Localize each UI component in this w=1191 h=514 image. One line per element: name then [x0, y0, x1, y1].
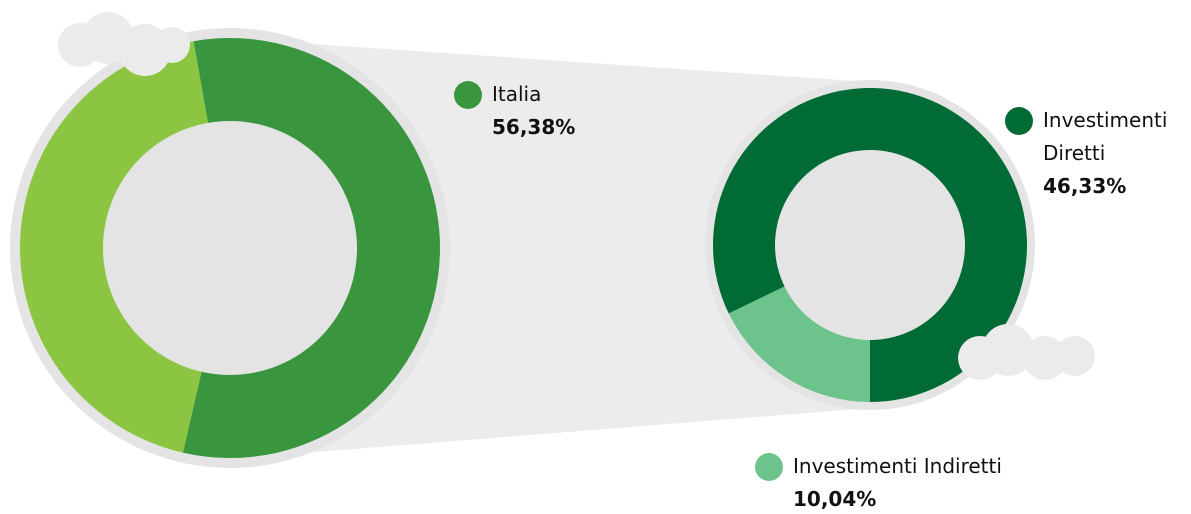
value-label: 10,04% [793, 487, 877, 511]
legend-item: Italia 56,38% [454, 78, 576, 144]
label: Investimenti Indiretti [793, 454, 1002, 478]
value-label: 56,38% [492, 115, 576, 139]
legend-dot [1005, 107, 1033, 135]
cloud [958, 324, 1095, 380]
donut-slice [182, 38, 440, 459]
donut-slice [713, 88, 1027, 403]
legend-dot [755, 453, 783, 481]
legend-item: Investimenti Diretti 46,33% [1005, 104, 1183, 203]
label: Investimenti Diretti [1043, 108, 1168, 165]
cloud [58, 12, 190, 76]
donut-slice [728, 286, 870, 402]
value-label: 46,33% [1043, 174, 1127, 198]
legend-dot [454, 81, 482, 109]
legend-item: Investimenti Indiretti 10,04% [755, 450, 1002, 514]
label: Italia [492, 82, 542, 106]
donut-slice [20, 41, 208, 453]
